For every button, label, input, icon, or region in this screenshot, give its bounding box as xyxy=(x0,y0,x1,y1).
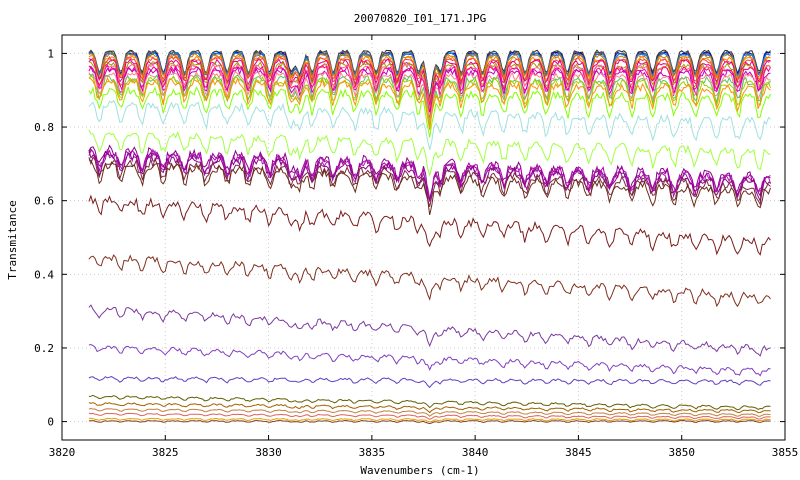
series-line-27 xyxy=(88,254,771,308)
x-tick-label: 3830 xyxy=(255,446,282,459)
x-tick-label: 3850 xyxy=(668,446,695,459)
x-tick-label: 3835 xyxy=(359,446,386,459)
series-line-35 xyxy=(88,417,771,423)
axis-ticks: 3820 3825 3830 3835 3840 3845 3850 3855 0 0.2 0.4 0… xyxy=(34,35,798,459)
x-tick-label: 3820 xyxy=(49,446,76,459)
chart-title: 20070820_I01_171.JPG xyxy=(354,12,486,25)
series-line-18 xyxy=(88,99,771,150)
y-tick-label: 0.8 xyxy=(34,121,54,134)
x-tick-label: 3855 xyxy=(772,446,799,459)
x-axis-label: Wavenumbers (cm-1) xyxy=(360,464,479,477)
data-series xyxy=(88,49,771,425)
plot-frame xyxy=(61,34,786,441)
series-line-32 xyxy=(88,402,771,414)
x-tick-label: 3825 xyxy=(152,446,179,459)
series-line-19 xyxy=(88,129,771,178)
series-line-15 xyxy=(88,75,771,126)
x-tick-label: 3845 xyxy=(565,446,592,459)
y-tick-label: 1 xyxy=(47,47,54,60)
series-line-36 xyxy=(88,419,771,425)
y-tick-label: 0 xyxy=(47,416,54,429)
y-tick-label: 0.2 xyxy=(34,342,54,355)
y-tick-label: 0.4 xyxy=(34,268,54,281)
series-line-29 xyxy=(88,343,771,377)
series-line-16 xyxy=(88,77,771,131)
series-line-34 xyxy=(88,412,771,420)
series-line-8 xyxy=(88,58,771,106)
series-line-26 xyxy=(88,194,771,256)
series-line-28 xyxy=(88,304,771,357)
series-line-30 xyxy=(88,376,771,389)
y-tick-label: 0.6 xyxy=(34,195,54,208)
y-axis-label: Transmitance xyxy=(6,200,19,279)
series-line-31 xyxy=(88,394,771,411)
series-line-33 xyxy=(88,407,771,417)
series-line-13 xyxy=(88,70,771,122)
series-line-17 xyxy=(88,85,771,138)
x-tick-label: 3840 xyxy=(462,446,489,459)
series-line-25 xyxy=(88,159,771,216)
series-line-11 xyxy=(88,64,771,113)
